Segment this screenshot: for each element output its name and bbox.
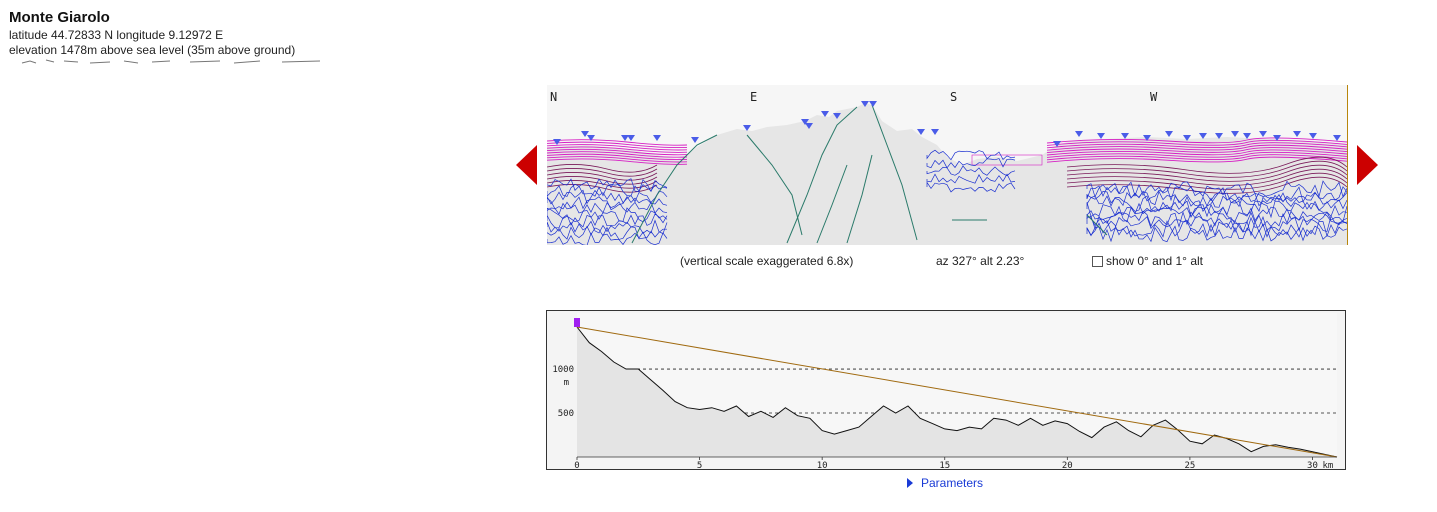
parameters-label: Parameters [921, 476, 984, 490]
x-tick-label: 0 [574, 461, 579, 469]
parameters-link[interactable]: Parameters [907, 476, 983, 490]
vertical-scale-note: (vertical scale exaggerated 6.8x) [680, 254, 854, 268]
peak-marker [1215, 133, 1223, 139]
mid-ridges [547, 156, 1347, 194]
elevation-profile: 1000 500 m 0 5 10 15 20 25 30 km [546, 310, 1346, 470]
peak-marker [1259, 131, 1267, 137]
peak-marker [1199, 133, 1207, 139]
peak-marker [861, 101, 869, 107]
x-tick-label: 10 [817, 461, 828, 469]
peak-marker [1075, 131, 1083, 137]
peak-marker [801, 119, 809, 125]
peak-marker [1231, 131, 1239, 137]
azimuth-readout: az 327° alt 2.23° [936, 254, 1025, 268]
location-title: Monte Giarolo [9, 9, 110, 26]
peak-marker [1121, 133, 1129, 139]
truncated-text-artifact [21, 59, 321, 64]
peak-marker [1097, 133, 1105, 139]
peak-markers [553, 101, 1341, 147]
compass-east: E [750, 90, 758, 104]
panorama-view[interactable]: N E S W [547, 85, 1348, 245]
blue-ridges [547, 149, 1347, 245]
peak-marker [1183, 135, 1191, 141]
profile-canvas: 1000 500 m 0 5 10 15 20 25 30 km [552, 313, 1338, 469]
peak-marker [653, 135, 661, 141]
show-alt-checkbox[interactable] [1092, 255, 1103, 267]
y-tick-label: 1000 [552, 365, 574, 375]
peak-marker [1273, 135, 1281, 141]
panorama-canvas [547, 101, 1347, 245]
peak-marker [581, 131, 589, 137]
profile-line [576, 326, 1338, 458]
peak-marker [833, 113, 841, 119]
expand-triangle-icon [907, 478, 913, 488]
show-alt-toggle[interactable]: show 0° and 1° alt [1092, 254, 1203, 268]
near-ridges [631, 104, 1108, 244]
x-tick-label: 30 [1307, 461, 1318, 469]
x-tick-label: 20 [1062, 461, 1073, 469]
x-tick-label: 25 [1184, 461, 1195, 469]
compass-south: S [950, 90, 958, 104]
show-alt-label: show 0° and 1° alt [1106, 254, 1203, 268]
peak-marker [1053, 141, 1061, 147]
x-tick-label: 5 [697, 461, 702, 469]
observer-marker [574, 318, 580, 327]
panorama-terrain [547, 101, 1347, 245]
peak-marker [931, 129, 939, 135]
y-unit-label: m [564, 378, 569, 388]
coordinates-text: latitude 44.72833 N longitude 9.12972 E [9, 28, 224, 42]
pan-left-arrow[interactable] [516, 145, 538, 185]
peak-marker [627, 135, 635, 141]
peak-marker [1309, 133, 1317, 139]
peak-marker [805, 123, 813, 129]
peak-marker [553, 139, 561, 145]
peak-marker [821, 111, 829, 117]
peak-marker [1293, 131, 1301, 137]
y-tick-label: 500 [558, 409, 574, 419]
peak-marker [621, 135, 629, 141]
peak-marker [917, 129, 925, 135]
peak-marker [1333, 135, 1341, 141]
peak-marker [691, 137, 699, 143]
line-of-sight [576, 326, 1338, 458]
peak-marker [1143, 135, 1151, 141]
peak-marker [1243, 133, 1251, 139]
elevation-text: elevation 1478m above sea level (35m abo… [9, 43, 296, 57]
peak-marker [743, 125, 751, 131]
pan-right-arrow[interactable] [1356, 145, 1378, 185]
compass-north: N [550, 90, 558, 104]
peak-marker [587, 135, 595, 141]
profile-fill [577, 327, 1337, 457]
x-unit-label: km [1322, 461, 1333, 469]
x-tick-label: 15 [939, 461, 950, 469]
peak-marker [869, 101, 877, 107]
peak-marker [1165, 131, 1173, 137]
compass-west: W [1150, 90, 1158, 104]
far-ridges [547, 137, 1347, 166]
